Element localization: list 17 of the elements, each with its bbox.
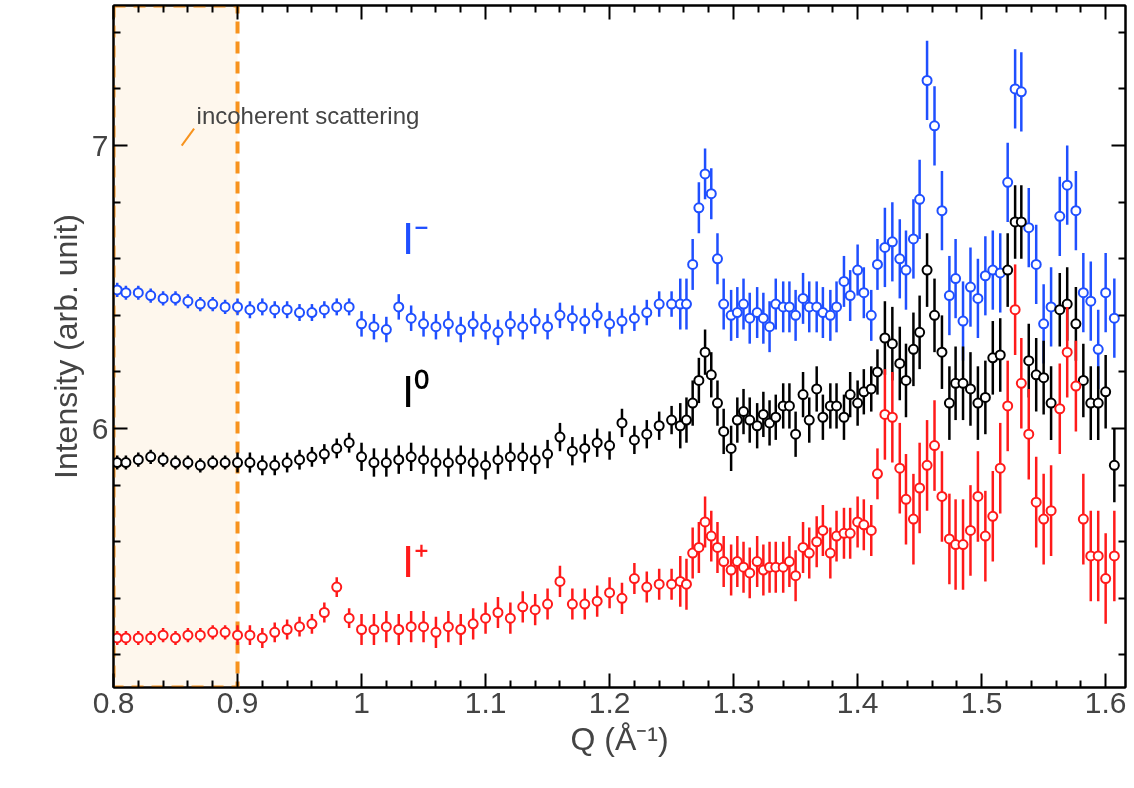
y-tick-label: 7 (91, 128, 109, 162)
x-axis-title: Q (Å⁻¹) (570, 720, 669, 757)
y-tick-label: 6 (91, 411, 109, 445)
x-tick-label: 1.2 (588, 685, 631, 719)
x-tick-label: 1.6 (1084, 685, 1127, 719)
x-tick-label: 0.8 (92, 685, 135, 719)
series-label: I⁺ (401, 536, 430, 586)
x-tick-label: 1.1 (464, 685, 507, 719)
band-label: incoherent scattering (196, 101, 420, 129)
x-tick-label: 1.3 (712, 685, 755, 719)
y-axis-title: Intensity (arb. unit) (47, 214, 84, 479)
x-tick-label: 1 (353, 685, 370, 719)
x-tick-label: 1.5 (960, 685, 1003, 719)
x-tick-label: 1.4 (836, 685, 879, 719)
series-label: I⁻ (401, 214, 430, 264)
x-tick-label: 0.9 (216, 685, 259, 719)
series-label: I⁰ (401, 367, 430, 416)
